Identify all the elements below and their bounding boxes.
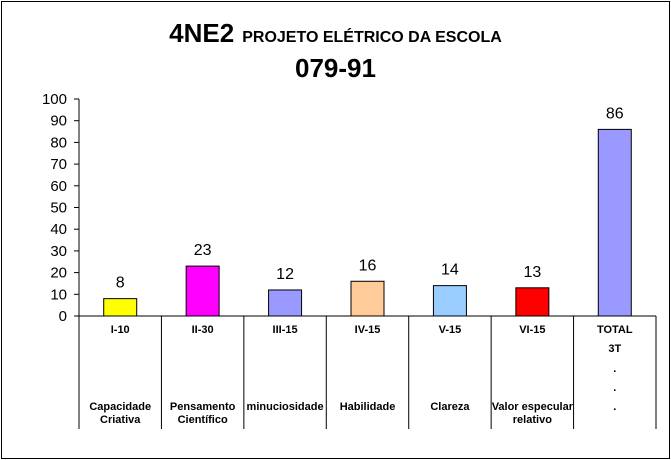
category-desc: Pensamento <box>170 401 236 413</box>
bar <box>268 289 303 317</box>
data-label: 16 <box>359 257 377 274</box>
title-code: 4NE2 <box>169 18 235 48</box>
data-label: 13 <box>523 264 541 281</box>
data-label: 8 <box>116 275 125 292</box>
bar <box>597 128 632 317</box>
category-code: TOTAL <box>597 324 633 336</box>
category-extra: 3T <box>608 343 621 355</box>
category-code: III-15 <box>273 324 298 336</box>
category-desc: Capacidade <box>89 401 151 413</box>
category-desc: relativo <box>513 414 552 426</box>
category-desc: minuciosidade <box>247 401 324 413</box>
bar <box>103 298 138 317</box>
category-desc: Científico <box>178 414 228 426</box>
data-label: 14 <box>441 262 459 279</box>
category-dot: . <box>613 363 616 375</box>
data-label: 86 <box>606 105 624 122</box>
y-tick-label: 30 <box>50 243 67 260</box>
category-code: I-10 <box>111 324 130 336</box>
y-tick-label: 100 <box>42 91 67 108</box>
data-label: 23 <box>194 242 212 259</box>
category-code: II-30 <box>192 324 214 336</box>
y-tick-label: 60 <box>50 178 67 195</box>
title-desc: PROJETO ELÉTRICO DA ESCOLA <box>242 29 502 46</box>
category-dot: . <box>613 382 616 394</box>
category-desc: . <box>613 401 616 413</box>
y-tick-label: 50 <box>50 200 67 217</box>
title-line: 4NE2 PROJETO ELÉTRICO DA ESCOLA <box>169 18 502 48</box>
category-code: V-15 <box>439 324 462 336</box>
category-code: VI-15 <box>519 324 545 336</box>
y-tick-label: 0 <box>59 308 67 325</box>
title-number: 079-91 <box>295 53 376 83</box>
bar <box>432 285 467 317</box>
category-desc: Habilidade <box>340 401 396 413</box>
category-desc: Valor especular <box>492 401 574 413</box>
category-code: IV-15 <box>355 324 381 336</box>
category-desc: Criativa <box>100 414 141 426</box>
bar <box>515 287 550 317</box>
y-tick-label: 70 <box>50 156 67 173</box>
y-tick-label: 80 <box>50 134 67 151</box>
y-tick-label: 10 <box>50 286 67 303</box>
bar <box>185 265 220 317</box>
category-desc: Clareza <box>430 401 470 413</box>
bar <box>350 280 385 317</box>
y-tick-label: 20 <box>50 265 67 282</box>
data-label: 12 <box>276 266 294 283</box>
y-tick-label: 40 <box>50 221 67 238</box>
y-tick-label: 90 <box>50 113 67 130</box>
chart-title: 4NE2 PROJETO ELÉTRICO DA ESCOLA <box>0 18 671 49</box>
